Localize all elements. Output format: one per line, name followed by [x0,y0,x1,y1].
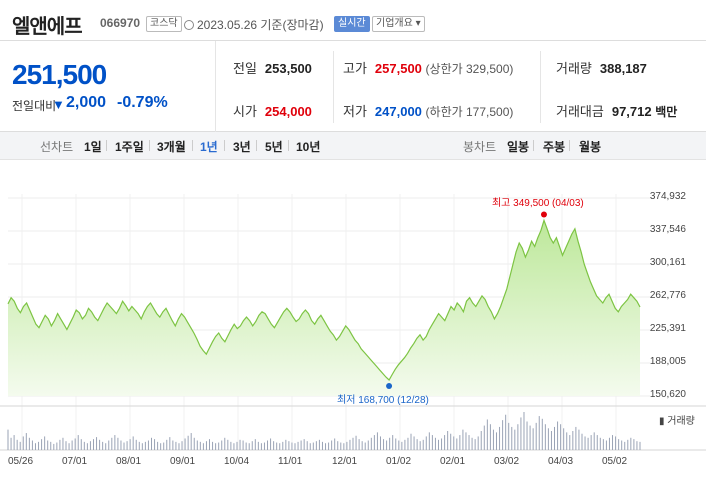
y-tick-label: 374,932 [649,191,686,202]
diff-percent: -0.79% [117,94,168,111]
tab-3month[interactable]: 3개월 [157,140,186,154]
tab-divider [256,140,257,151]
company-overview-dropdown[interactable]: 기업개요 ▾ [372,16,425,32]
base-date-text: 2023.05.26 기준(장마감) [197,18,324,32]
tab-divider [569,140,570,151]
amount-label: 거래대금 [556,104,604,119]
x-tick-label: 12/01 [332,456,358,467]
max-price-annotation: 최고 349,500 (04/03) [491,198,584,210]
amount-value: 97,712 [611,104,652,119]
tab-divider [149,140,150,151]
high-label: 고가 [343,61,367,76]
stock-header: 엘앤에프 066970 코스닥 2023.05.26 기준(장마감) 실시간 기… [0,0,706,40]
base-date: 2023.05.26 기준(장마감) [184,16,324,33]
x-tick-label: 03/02 [494,456,520,467]
low-value: 247,000 [374,104,422,119]
open-value: 254,000 [264,104,312,119]
tab-1year[interactable]: 1년 [200,140,218,154]
price-area [8,220,640,396]
volume: 거래량 388,187 [556,58,647,77]
current-price: 251,500 [12,59,107,90]
divider [540,51,541,123]
tab-5year[interactable]: 5년 [265,140,283,154]
open-label: 시가 [233,104,257,119]
x-tick-label: 01/02 [386,456,412,467]
volume-label: 거래량 [556,61,592,76]
volume-value: 388,187 [599,61,647,76]
tab-daily-candle[interactable]: 일봉 [507,140,530,154]
stock-code: 066970 [100,16,141,30]
price-line [7,218,641,381]
tab-divider [106,140,107,151]
down-arrow-icon: ▼ [52,97,65,112]
high-price: 고가 257,500 (상한가 329,500) [343,58,513,77]
prev-close: 전일 253,500 [233,58,312,77]
prev-close-label: 전일 [233,61,257,76]
y-tick-label: 188,005 [649,356,686,367]
candle-chart-label: 봉차트 [463,140,497,154]
tab-3year[interactable]: 3년 [233,140,251,154]
tab-1day[interactable]: 1일 [84,140,102,154]
tab-divider [533,140,534,151]
tab-divider [224,140,225,151]
x-tick-label: 08/01 [116,456,142,467]
tab-divider [288,140,289,151]
tab-1week[interactable]: 1주일 [115,140,144,154]
price-chart-svg [0,194,706,451]
price-summary: 251,500 전일대비 ▼ 2,000 -0.79% 전일 253,500 시가… [0,40,706,133]
x-tick-label: 02/01 [440,456,466,467]
diff-label: 전일대비 [12,99,57,113]
y-tick-label: 262,776 [649,290,686,301]
prev-close-value: 253,500 [264,61,312,76]
y-tick-label: 337,546 [649,224,686,235]
tab-divider [192,140,193,151]
x-tick-label: 11/01 [278,456,303,467]
x-tick-label: 07/01 [62,456,88,467]
tab-weekly-candle[interactable]: 주봉 [543,140,566,154]
min-price-marker [386,383,393,390]
price-chart[interactable]: 374,932 337,546 300,161 262,776 225,391 188,0… [0,160,706,488]
trade-amount: 거래대금 97,712 백만 [556,101,677,120]
volume-chart-label: ▮ 거래량 [659,416,695,427]
line-chart-label: 선차트 [40,140,74,154]
open-price: 시가 254,000 [233,101,312,120]
tab-monthly-candle[interactable]: 월봉 [579,140,602,154]
market-badge: 코스닥 [146,16,182,32]
divider [333,51,334,123]
clock-icon [184,20,194,30]
y-tick-label: 150,620 [649,389,686,400]
x-tick-label: 10/04 [224,456,250,467]
volume-chart-label-text: 거래량 [667,416,695,427]
realtime-button[interactable]: 실시간 [334,16,370,32]
y-tick-label: 300,161 [649,257,686,268]
current-price-panel: 251,500 전일대비 ▼ 2,000 -0.79% [0,41,216,133]
low-label: 저가 [343,104,367,119]
stock-name: 엘앤에프 [12,16,83,38]
lower-limit: (하한가 177,500) [425,105,514,119]
min-price-annotation: 최저 168,700 (12/28) [337,395,429,407]
upper-limit: (상한가 329,500) [425,62,514,76]
max-price-marker [540,211,547,218]
y-tick-label: 225,391 [649,323,686,334]
x-tick-label: 04/03 [548,456,574,467]
low-price: 저가 247,000 (하한가 177,500) [343,101,513,120]
x-tick-label: 05/26 [8,456,34,467]
amount-unit: 백만 [655,105,678,119]
high-value: 257,500 [374,61,422,76]
tab-10year[interactable]: 10년 [296,140,321,154]
diff-value: 2,000 [66,94,107,111]
x-tick-label: 05/02 [602,456,628,467]
chart-tabs: 선차트 1일 1주일 3개월 1년 3년 5년 10년 봉차트 일봉 주봉 월봉 [0,132,706,160]
x-tick-label: 09/01 [170,456,196,467]
